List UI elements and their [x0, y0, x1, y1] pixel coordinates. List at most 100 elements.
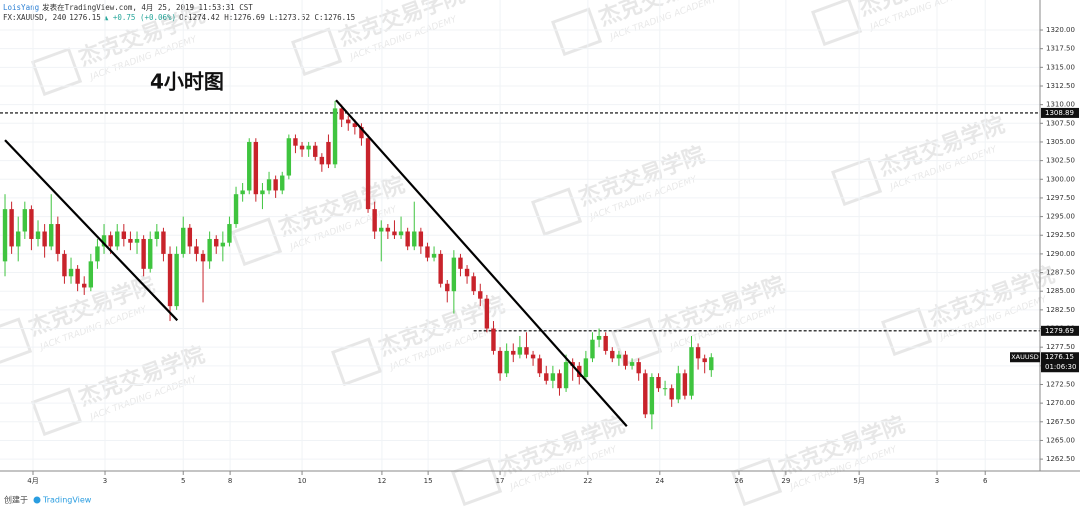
candle-body	[82, 283, 87, 288]
candle-body	[352, 123, 358, 128]
candle-body	[669, 388, 674, 400]
candle-body	[530, 354, 536, 359]
countdown-label: 01:06:30	[1045, 363, 1076, 371]
candle-body	[2, 209, 8, 262]
candle-body	[550, 373, 556, 381]
candle-body	[16, 231, 21, 247]
x-tick-label: 5月	[853, 477, 864, 485]
trend-line	[335, 99, 628, 428]
symbol: FX:XAUUSD, 240	[3, 13, 67, 22]
level-label-box	[1041, 107, 1079, 118]
last-price: 1276.15	[69, 13, 101, 22]
candle-body	[405, 231, 410, 247]
x-tick-label: 5	[181, 477, 185, 485]
watermark-logo	[531, 187, 583, 237]
candle-body	[161, 231, 166, 254]
author[interactable]: LoisYang	[3, 3, 40, 12]
candle-body	[326, 141, 331, 165]
candle-body	[154, 231, 160, 239]
watermark-logo	[551, 7, 603, 57]
watermark-logo	[31, 47, 83, 97]
candle-body	[517, 347, 523, 355]
y-tick-label: 1292.50	[1046, 231, 1075, 239]
change: ▲ +0.75 (+0.06%)	[103, 13, 177, 22]
candle-body	[29, 209, 34, 239]
candle-body	[75, 268, 80, 284]
candle-body	[359, 127, 364, 139]
candle-body	[227, 224, 232, 243]
y-tick-label: 1287.50	[1046, 269, 1075, 277]
candle-body	[55, 224, 61, 254]
y-tick-label: 1270.00	[1046, 399, 1075, 407]
candle-body	[88, 261, 94, 288]
candle-body	[299, 145, 305, 150]
candle-body	[339, 108, 344, 120]
candle-body	[649, 377, 655, 415]
watermark-logo	[811, 0, 863, 47]
candle-body	[200, 253, 206, 262]
candle-body	[504, 350, 509, 374]
watermark-logo	[731, 457, 783, 507]
y-tick-label: 1262.50	[1046, 455, 1075, 463]
watermark-logo	[231, 217, 283, 267]
candle-body	[557, 373, 562, 389]
candle-body	[62, 253, 67, 277]
candle-body	[702, 358, 707, 363]
watermark-logo	[451, 457, 503, 507]
y-tick-label: 1305.00	[1046, 138, 1075, 146]
footer-brand[interactable]: TradingView	[42, 496, 92, 505]
candle-body	[233, 194, 239, 225]
candle-body	[610, 350, 615, 359]
candle-body	[537, 358, 542, 374]
level-label: 1279.69	[1045, 327, 1074, 335]
symbol-label: XAUUSD	[1011, 353, 1039, 361]
candle-body	[35, 231, 41, 239]
candle-body	[458, 257, 463, 269]
candle-body	[484, 298, 490, 329]
candle-body	[332, 108, 338, 165]
y-tick-label: 1265.00	[1046, 436, 1075, 444]
candle-body	[511, 350, 516, 355]
x-tick-label: 17	[496, 477, 505, 485]
y-tick-label: 1277.50	[1046, 343, 1075, 351]
x-tick-label: 12	[377, 477, 386, 485]
candle-body	[418, 231, 424, 247]
candle-body	[260, 190, 265, 195]
candle-body	[253, 141, 259, 195]
trend-line	[4, 139, 179, 322]
y-tick-label: 1282.50	[1046, 306, 1075, 314]
axes: 1262.501265.001267.501270.001272.501275.…	[0, 0, 1080, 485]
candle-body	[471, 276, 476, 292]
candle-body	[431, 253, 437, 258]
ohlc: O:1274.42 H:1276.69 L:1273.52 C:1276.15	[179, 13, 356, 22]
candle-body	[207, 238, 212, 262]
last-price-label: 1276.15	[1045, 353, 1074, 361]
candle-body	[293, 138, 298, 146]
x-tick-label: 6	[983, 477, 988, 485]
grid	[0, 0, 1040, 471]
candle-body	[346, 119, 351, 124]
candle-body	[676, 373, 681, 400]
candle-body	[497, 350, 503, 374]
y-tick-label: 1285.00	[1046, 287, 1075, 295]
candle-body	[214, 238, 219, 247]
y-tick-label: 1267.50	[1046, 418, 1075, 426]
candle-body	[148, 238, 153, 269]
candle-body	[194, 246, 199, 254]
candle-body	[445, 283, 450, 292]
candle-body	[682, 373, 688, 396]
y-tick-label: 1297.50	[1046, 194, 1075, 202]
candle-body	[68, 268, 74, 277]
x-tick-label: 4月	[27, 477, 38, 485]
candle-body	[128, 238, 133, 243]
candle-body	[247, 141, 252, 191]
candle-body	[134, 238, 140, 243]
candle-body	[9, 209, 14, 247]
header-line-2: FX:XAUUSD, 240 1276.15 ▲ +0.75 (+0.06%) O:1…	[3, 13, 358, 22]
